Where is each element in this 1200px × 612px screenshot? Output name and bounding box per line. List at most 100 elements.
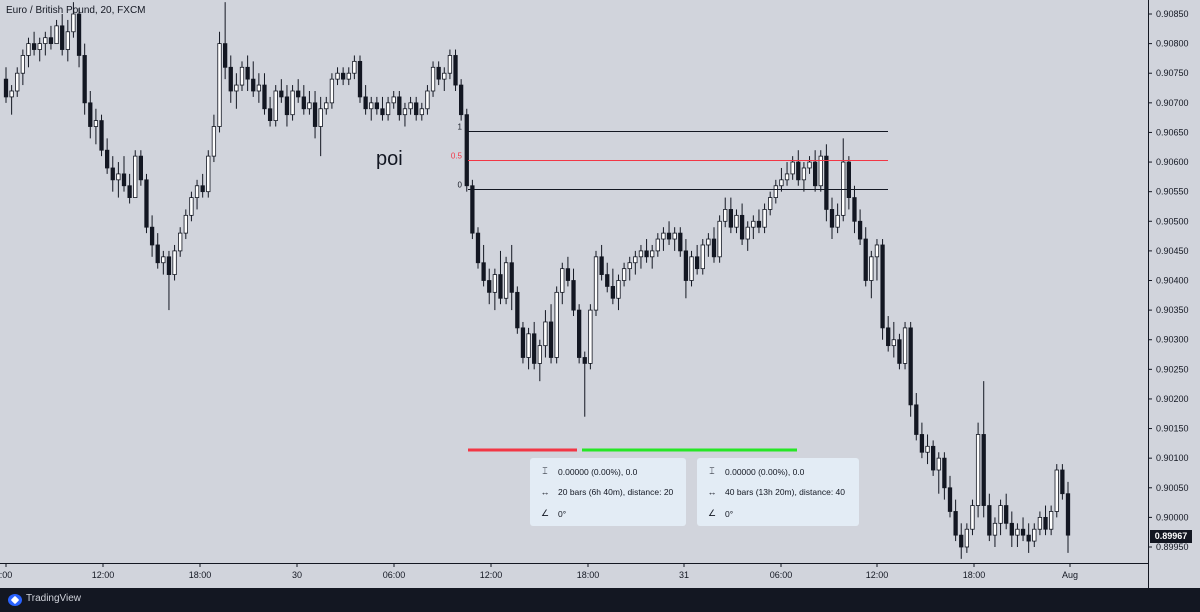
candle-body-up	[537, 345, 542, 364]
candle-body-up	[447, 55, 453, 74]
candle-body-down	[228, 66, 233, 92]
candle	[475, 227, 481, 269]
measure-bars: 40 bars (13h 20m), distance: 40	[725, 487, 846, 497]
measure-info-box-1[interactable]: ⌶ 0.00000 (0.00%), 0.0 ↔ 20 bars (6h 40m…	[530, 458, 686, 526]
candle-body-up	[178, 232, 183, 252]
candle-body-up	[874, 244, 880, 258]
time-axis[interactable]: :00 12:00 18:00 30 06:00 12:00 18:00 31 06:00 12:…	[0, 563, 1078, 580]
candle-body-up	[116, 173, 121, 181]
candle	[138, 150, 143, 186]
candle-body-up	[133, 155, 138, 198]
measure-info-box-2[interactable]: ⌶ 0.00000 (0.00%), 0.0 ↔ 40 bars (13h 20…	[697, 458, 859, 526]
candle	[1020, 517, 1026, 542]
symbol-title[interactable]: Euro / British Pound, 20, FXCM	[6, 5, 146, 16]
time-tick-label: 06:00	[770, 570, 793, 580]
candle-body-up	[992, 522, 998, 536]
candle	[464, 108, 469, 192]
candle-body-up	[902, 327, 908, 364]
candle	[492, 268, 497, 311]
candle-body-up	[970, 505, 975, 530]
candle	[745, 221, 750, 251]
candle	[105, 138, 110, 174]
candle-body-up	[419, 108, 424, 116]
candle	[784, 162, 790, 186]
candle	[262, 73, 267, 115]
candle	[762, 203, 767, 234]
candle-body-up	[206, 155, 211, 193]
candle-body-down	[605, 274, 610, 287]
candle-body-down	[262, 84, 267, 110]
candle	[183, 209, 188, 240]
candle-body-down	[3, 78, 9, 98]
time-tick-label: 18:00	[189, 570, 212, 580]
candle	[1009, 511, 1014, 547]
candle	[841, 138, 846, 222]
candle	[256, 73, 261, 103]
candle	[419, 102, 424, 121]
candle-body-up	[20, 55, 25, 74]
candle	[273, 85, 278, 127]
candle-body-up	[211, 126, 217, 157]
time-tick-label: 12:00	[92, 570, 115, 580]
candle	[835, 203, 840, 234]
candle	[621, 262, 627, 287]
candle	[919, 422, 925, 459]
candle-body-up	[402, 108, 408, 116]
candle	[571, 268, 576, 317]
candle-body-up	[841, 161, 846, 216]
candle-body-up	[633, 256, 638, 264]
price-tick-label: 0.90150	[1156, 424, 1189, 434]
candle	[526, 327, 531, 370]
measure-angle: 0°	[558, 508, 567, 519]
candle	[178, 227, 183, 257]
price-tick-label: 0.90400	[1156, 276, 1189, 286]
candle-body-down	[459, 84, 464, 116]
candle	[863, 227, 868, 287]
candle-body-down	[942, 457, 947, 489]
candle	[964, 523, 969, 553]
candle	[397, 90, 402, 121]
candle-body-down	[296, 90, 301, 98]
price-tick-label: 0.90500	[1156, 216, 1189, 226]
candle	[751, 215, 756, 240]
candle-body-down	[105, 149, 110, 169]
candle-body-up	[801, 167, 807, 181]
candle-body-down	[987, 505, 992, 536]
candle	[189, 191, 194, 222]
candle-body-down	[610, 286, 615, 299]
candle	[700, 239, 705, 275]
fib-retracement[interactable]: 1 0.5 0	[451, 123, 888, 190]
time-tick-label: 31	[679, 570, 689, 580]
candle-body-down	[1043, 516, 1048, 530]
candle-body-up	[37, 43, 42, 50]
candle-body-up	[1037, 516, 1043, 530]
tradingview-brand[interactable]: TradingView	[26, 593, 82, 604]
candle	[335, 67, 340, 86]
candle-body-down	[739, 214, 745, 240]
poi-annotation: poi	[376, 148, 403, 170]
measure-bars-row: ↔ 40 bars (13h 20m), distance: 40	[705, 487, 846, 497]
candle	[650, 244, 655, 269]
candle	[824, 144, 829, 222]
candle-body-up	[751, 220, 756, 228]
candle	[503, 256, 509, 305]
candle	[1049, 505, 1054, 536]
candle-body-up	[891, 339, 896, 347]
candle-body-down	[267, 108, 273, 121]
candle	[430, 61, 436, 97]
candle	[436, 61, 441, 86]
candle	[324, 96, 329, 115]
candle-body-down	[863, 238, 868, 281]
candle	[605, 262, 610, 293]
candle-body-down	[470, 185, 475, 234]
tradingview-logo-icon[interactable]	[8, 594, 22, 606]
candle	[925, 434, 930, 465]
candle-body-up	[290, 90, 295, 116]
candle-body-down	[82, 55, 87, 104]
candle-body-down	[374, 102, 379, 110]
candle-body-down	[481, 262, 486, 281]
candle	[942, 452, 947, 500]
price-axis[interactable]: 0.90850 0.90800 0.90750 0.90700 0.90650 0.906…	[1148, 9, 1189, 552]
candle	[897, 333, 902, 370]
candle	[20, 49, 25, 86]
